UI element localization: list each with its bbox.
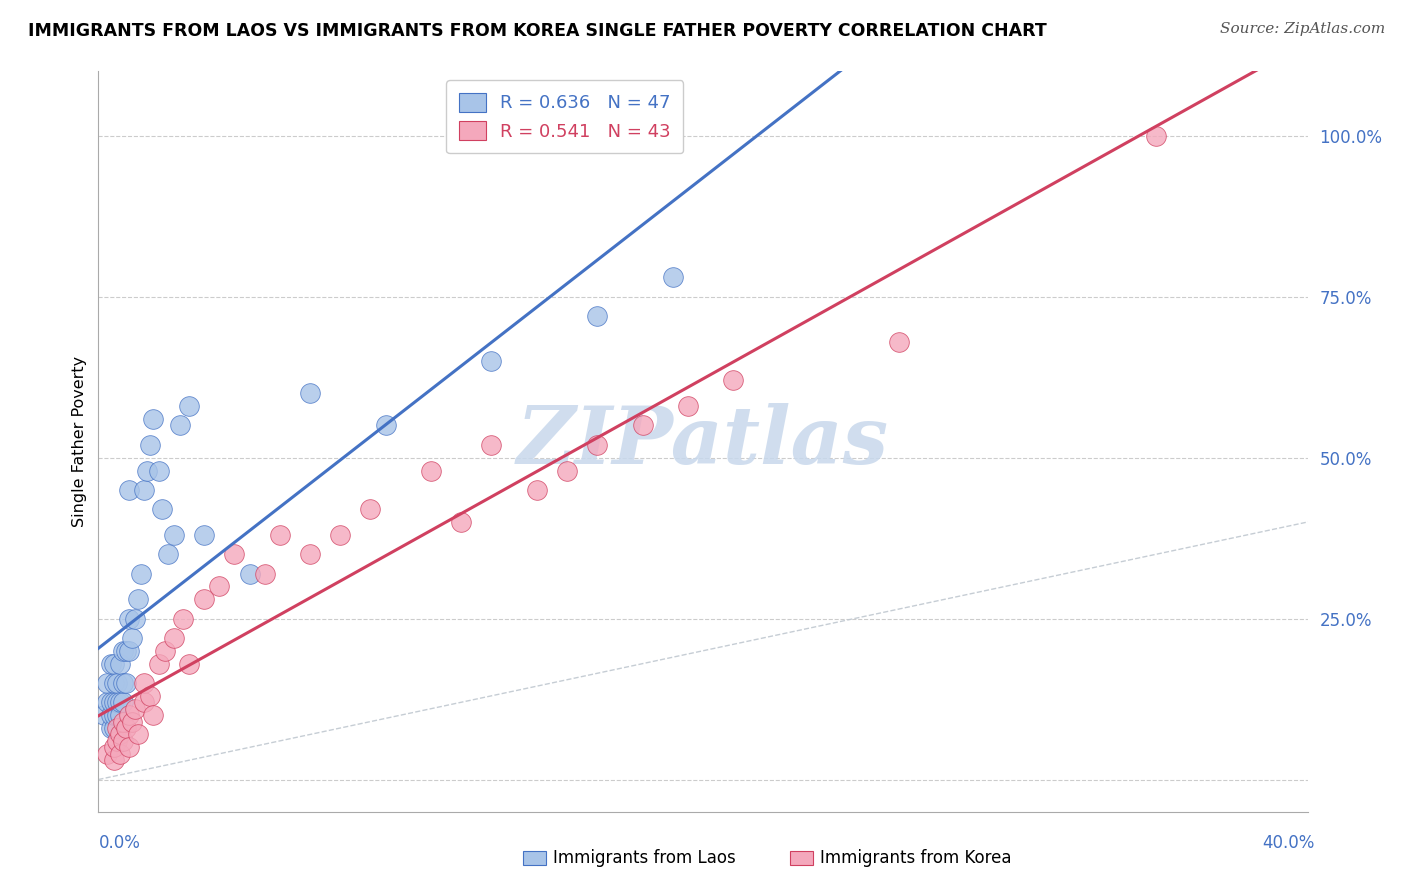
Point <box>118 740 141 755</box>
Point <box>139 689 162 703</box>
Point <box>153 644 176 658</box>
Point <box>676 399 699 413</box>
Point <box>555 463 578 477</box>
Point <box>103 721 125 735</box>
Point <box>586 309 609 323</box>
Point <box>103 753 125 767</box>
Point <box>108 657 131 671</box>
Point <box>269 528 291 542</box>
Point <box>148 463 170 477</box>
Point <box>420 463 443 477</box>
Point <box>111 644 134 658</box>
Point <box>103 657 125 671</box>
Point <box>124 611 146 625</box>
Text: Immigrants from Korea: Immigrants from Korea <box>820 849 1011 867</box>
Point <box>100 708 122 723</box>
Y-axis label: Single Father Poverty: Single Father Poverty <box>72 356 87 527</box>
Point <box>111 676 134 690</box>
Point <box>374 418 396 433</box>
Point <box>105 721 128 735</box>
Point <box>108 708 131 723</box>
Text: 0.0%: 0.0% <box>98 834 141 852</box>
Point <box>156 547 179 561</box>
Point <box>132 483 155 497</box>
Text: ZIPatlas: ZIPatlas <box>517 403 889 480</box>
Point <box>193 528 215 542</box>
Point <box>142 412 165 426</box>
Point <box>100 695 122 709</box>
Point <box>360 502 382 516</box>
Point <box>100 721 122 735</box>
Point <box>100 657 122 671</box>
Point <box>253 566 276 581</box>
Point <box>105 708 128 723</box>
Point <box>103 676 125 690</box>
Point <box>108 727 131 741</box>
Point <box>93 708 115 723</box>
Point <box>103 740 125 755</box>
Point <box>118 644 141 658</box>
Text: Immigrants from Laos: Immigrants from Laos <box>553 849 735 867</box>
Point <box>299 386 322 401</box>
Point <box>450 515 472 529</box>
Point <box>224 547 246 561</box>
Point <box>481 438 503 452</box>
Point <box>172 611 194 625</box>
Point <box>723 373 745 387</box>
Point <box>103 708 125 723</box>
Point <box>193 592 215 607</box>
Point <box>105 695 128 709</box>
Point <box>114 721 136 735</box>
Point <box>121 714 143 729</box>
Point <box>118 708 141 723</box>
Point <box>132 695 155 709</box>
Point <box>526 483 548 497</box>
Point <box>889 334 911 349</box>
Point <box>132 676 155 690</box>
Text: Source: ZipAtlas.com: Source: ZipAtlas.com <box>1219 22 1385 37</box>
Point <box>96 695 118 709</box>
Point <box>129 566 152 581</box>
Point <box>150 502 173 516</box>
Point <box>96 747 118 761</box>
Point <box>139 438 162 452</box>
Point <box>135 463 157 477</box>
Point <box>299 547 322 561</box>
Point <box>169 418 191 433</box>
Point <box>179 399 201 413</box>
Point <box>124 702 146 716</box>
Point <box>103 695 125 709</box>
Point <box>108 695 131 709</box>
Point <box>114 644 136 658</box>
Point <box>127 592 149 607</box>
Point <box>163 528 186 542</box>
Point <box>108 747 131 761</box>
Point <box>118 611 141 625</box>
Point <box>661 270 683 285</box>
Point <box>118 483 141 497</box>
Point <box>481 354 503 368</box>
Point <box>329 528 352 542</box>
Legend: R = 0.636   N = 47, R = 0.541   N = 43: R = 0.636 N = 47, R = 0.541 N = 43 <box>446 80 683 153</box>
Point <box>127 727 149 741</box>
Point <box>208 579 231 593</box>
Point <box>148 657 170 671</box>
Point <box>111 714 134 729</box>
Point <box>142 708 165 723</box>
Point <box>105 734 128 748</box>
Point <box>105 676 128 690</box>
Point <box>111 695 134 709</box>
Point <box>111 734 134 748</box>
Point <box>586 438 609 452</box>
Point <box>96 676 118 690</box>
Text: IMMIGRANTS FROM LAOS VS IMMIGRANTS FROM KOREA SINGLE FATHER POVERTY CORRELATION : IMMIGRANTS FROM LAOS VS IMMIGRANTS FROM … <box>28 22 1047 40</box>
Point <box>239 566 262 581</box>
Point <box>179 657 201 671</box>
Point <box>114 676 136 690</box>
Text: 40.0%: 40.0% <box>1263 834 1315 852</box>
Point <box>631 418 654 433</box>
Point <box>1144 128 1167 143</box>
Point <box>121 631 143 645</box>
Point <box>163 631 186 645</box>
